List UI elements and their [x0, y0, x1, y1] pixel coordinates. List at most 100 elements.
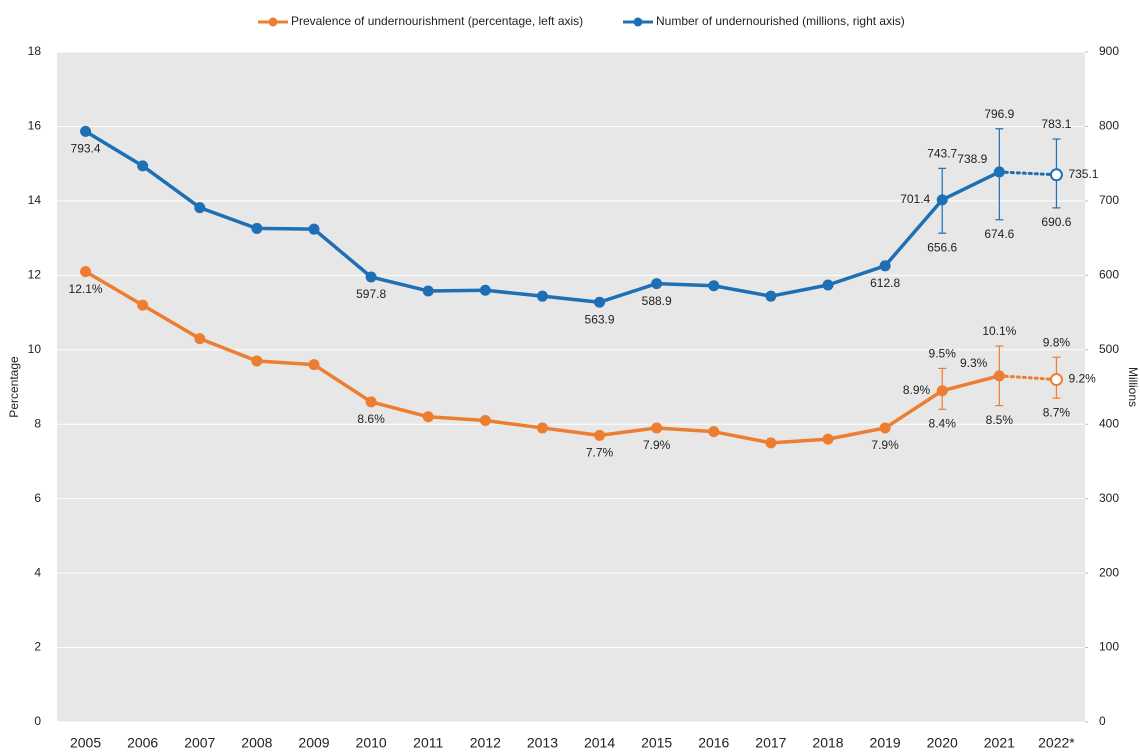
point	[1049, 168, 1063, 182]
value-label: 8.6%	[357, 412, 385, 426]
point	[822, 279, 834, 291]
point	[993, 166, 1005, 178]
point	[822, 433, 834, 445]
value-label: 793.4	[71, 142, 101, 156]
error-upper-label: 796.9	[984, 107, 1014, 121]
error-upper-label: 10.1%	[982, 324, 1016, 338]
value-label: 738.9	[957, 152, 987, 166]
point	[137, 160, 149, 172]
point	[651, 278, 663, 290]
point	[365, 271, 377, 283]
y2-tick-label: 400	[1099, 416, 1119, 430]
y-tick-label: 10	[28, 342, 42, 356]
point	[936, 194, 948, 206]
value-label: 8.9%	[903, 383, 931, 397]
point	[594, 296, 606, 308]
point	[137, 299, 149, 311]
error-lower-label: 8.7%	[1043, 405, 1071, 419]
y-tick-label: 8	[34, 416, 41, 430]
y-tick-label: 12	[28, 268, 42, 282]
point	[1049, 373, 1063, 387]
y2-tick-label: 200	[1099, 565, 1119, 579]
point	[194, 202, 206, 214]
point	[708, 280, 720, 292]
projected-line	[997, 374, 1058, 382]
point	[879, 260, 891, 272]
error-upper-label: 9.8%	[1043, 335, 1071, 349]
point	[594, 429, 606, 441]
x-tick-label: 2021	[984, 735, 1015, 751]
point	[879, 422, 891, 434]
x-tick-label: 2013	[527, 735, 558, 751]
point	[365, 396, 377, 408]
x-tick-label: 2006	[127, 735, 158, 751]
point	[251, 222, 263, 234]
point	[194, 333, 206, 345]
legend-label: Prevalence of undernourishment (percenta…	[291, 14, 583, 28]
x-tick-label: 2007	[184, 735, 215, 751]
point	[536, 422, 548, 434]
point	[251, 355, 263, 367]
x-tick-label: 2012	[470, 735, 501, 751]
point	[536, 290, 548, 302]
x-tick-label: 2017	[755, 735, 786, 751]
error-lower-label: 8.5%	[986, 413, 1014, 427]
point	[765, 290, 777, 302]
x-tick-label: 2014	[584, 735, 615, 751]
point	[308, 223, 320, 235]
y2-tick-label: 900	[1099, 44, 1119, 58]
y-axis-title: Percentage	[7, 356, 21, 418]
x-tick-label: 2018	[812, 735, 843, 751]
error-lower-label: 656.6	[927, 240, 957, 254]
value-label: 563.9	[585, 312, 615, 326]
point	[80, 266, 92, 278]
plot-background	[57, 52, 1085, 722]
projected-line	[997, 170, 1058, 177]
y-tick-label: 2	[34, 640, 41, 654]
x-tick-label: 2022*	[1038, 735, 1075, 751]
value-label: 7.7%	[586, 446, 614, 460]
point	[479, 415, 491, 426]
y-tick-label: 18	[28, 44, 42, 58]
legend-marker	[633, 17, 643, 27]
x-tick-label: 2015	[641, 735, 672, 751]
x-tick-label: 2005	[70, 735, 101, 751]
y2-tick-label: 300	[1099, 491, 1119, 505]
point	[708, 426, 720, 438]
value-label: 597.8	[356, 287, 386, 301]
x-tick-label: 2020	[927, 735, 958, 751]
x-tick-label: 2019	[870, 735, 901, 751]
value-label: 735.1	[1068, 167, 1098, 181]
y2-axis-title: Millions	[1126, 367, 1140, 407]
error-lower-label: 674.6	[984, 227, 1014, 241]
x-tick-label: 2008	[241, 735, 272, 751]
value-label: 7.9%	[871, 438, 899, 452]
x-tick-label: 2010	[356, 735, 387, 751]
y2-tick-label: 700	[1099, 193, 1119, 207]
y2-tick-label: 800	[1099, 119, 1119, 133]
y-tick-label: 14	[28, 193, 42, 207]
y-tick-label: 6	[34, 491, 41, 505]
y-tick-label: 0	[34, 714, 41, 728]
x-tick-label: 2009	[298, 735, 329, 751]
y2-tick-label: 600	[1099, 268, 1119, 282]
value-label: 701.4	[900, 192, 930, 206]
value-label: 588.9	[642, 294, 672, 308]
error-lower-label: 690.6	[1041, 215, 1071, 229]
value-label: 612.8	[870, 276, 900, 290]
value-label: 9.2%	[1068, 372, 1096, 386]
error-upper-label: 783.1	[1041, 117, 1071, 131]
legend-marker	[268, 17, 278, 27]
point	[651, 422, 663, 434]
error-upper-label: 743.7	[927, 147, 957, 161]
x-tick-label: 2011	[413, 735, 443, 751]
value-label: 12.1%	[69, 282, 103, 296]
point	[308, 359, 320, 371]
y2-tick-label: 100	[1099, 640, 1119, 654]
y2-tick-label: 0	[1099, 714, 1106, 728]
point	[993, 370, 1005, 382]
x-tick-label: 2016	[698, 735, 729, 751]
point	[80, 125, 92, 137]
